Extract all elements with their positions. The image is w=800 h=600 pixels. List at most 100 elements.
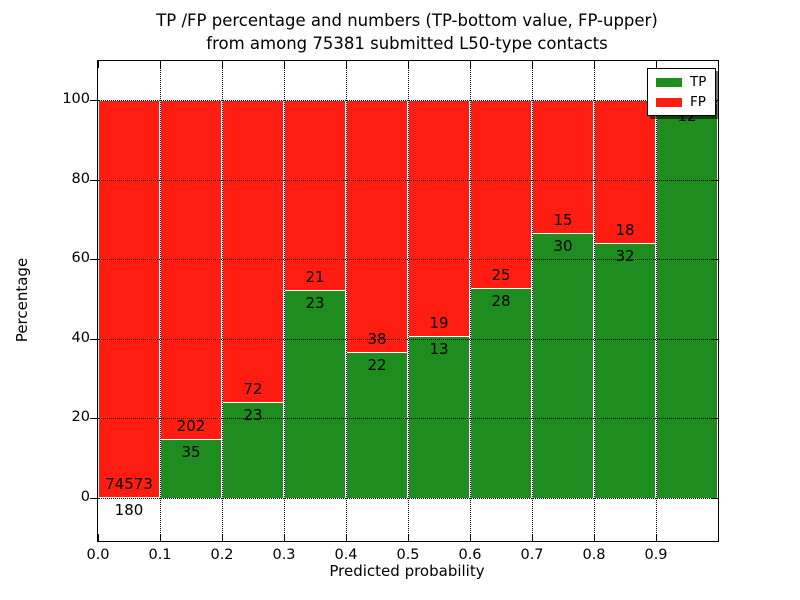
y-tick-mark xyxy=(90,259,97,261)
y-tick-mark xyxy=(711,338,718,340)
x-tick-mark xyxy=(532,61,533,68)
tp-count-label: 30 xyxy=(553,236,573,255)
fp-count-label: 25 xyxy=(491,265,511,284)
tp-count-label: 23 xyxy=(305,293,325,312)
x-tick-mark xyxy=(284,61,285,68)
x-tick-mark xyxy=(408,534,409,541)
x-tick-mark xyxy=(222,534,223,541)
y-tick-label: 20 xyxy=(71,409,90,426)
x-tick-label: 0.3 xyxy=(272,547,296,563)
y-tick-label: 40 xyxy=(71,329,90,346)
fp-count-label: 72 xyxy=(243,379,263,398)
bar-fp-segment xyxy=(470,100,532,288)
legend-row-fp: FP xyxy=(656,95,706,109)
y-tick-mark xyxy=(90,100,97,101)
bar-tp-segment xyxy=(470,287,532,498)
legend-row-tp: TP xyxy=(656,75,706,89)
x-tick-label: 0.0 xyxy=(86,547,110,563)
x-axis-label: Predicted probability xyxy=(329,562,485,580)
bar-tp-segment xyxy=(284,289,346,498)
bar-fp-segment xyxy=(346,100,408,353)
bar-fp-segment xyxy=(284,100,346,290)
tp-count-label: 22 xyxy=(367,356,387,375)
x-gridline xyxy=(656,61,657,541)
x-gridline xyxy=(222,61,223,541)
x-tick-label: 0.2 xyxy=(210,547,234,563)
y-tick-mark xyxy=(90,338,97,340)
x-tick-mark xyxy=(160,61,161,68)
tp-legend-swatch xyxy=(656,77,682,87)
y-tick-mark xyxy=(90,179,97,181)
chart-title-line2: from among 75381 submitted L50-type cont… xyxy=(206,34,608,53)
x-tick-label: 0.7 xyxy=(520,547,544,563)
x-tick-mark xyxy=(656,534,657,541)
x-tick-mark xyxy=(346,61,347,68)
tp-legend-label: TP xyxy=(690,74,707,90)
y-tick-mark xyxy=(711,259,718,261)
bar-tp-segment xyxy=(98,497,160,499)
x-tick-label: 0.4 xyxy=(334,547,358,563)
bar-fp-segment xyxy=(408,100,470,337)
x-gridline xyxy=(160,61,161,541)
fp-count-label: 19 xyxy=(429,314,449,333)
x-gridline xyxy=(470,61,471,541)
bar-tp-segment xyxy=(532,232,594,498)
fp-legend-label: FP xyxy=(690,94,706,110)
x-tick-mark xyxy=(284,534,285,541)
fp-count-label: 202 xyxy=(176,417,206,436)
fp-count-label: 38 xyxy=(367,330,387,349)
x-tick-mark xyxy=(160,534,161,541)
bar-tp-segment xyxy=(594,243,656,498)
bar-tp-segment xyxy=(222,401,284,498)
x-tick-mark xyxy=(470,534,471,541)
x-tick-mark xyxy=(222,61,223,68)
chart-title-line1: TP /FP percentage and numbers (TP-bottom… xyxy=(156,11,658,30)
x-gridline xyxy=(532,61,533,541)
x-tick-mark xyxy=(98,61,99,68)
x-gridline xyxy=(346,61,347,541)
x-tick-mark xyxy=(98,534,99,541)
y-tick-label: 80 xyxy=(71,170,90,187)
x-gridline xyxy=(408,61,409,541)
legend: TP FP xyxy=(647,68,717,116)
x-tick-label: 0.6 xyxy=(458,547,482,563)
y-tick-mark xyxy=(711,498,718,499)
bar-tp-segment xyxy=(408,336,470,498)
tp-count-label: 28 xyxy=(491,291,511,310)
y-tick-mark xyxy=(90,498,97,499)
tp-count-label: 35 xyxy=(181,443,201,462)
plot-area: TP FP 74573 180 202 35 72 23 21 23 38 22 19 13 25 28 1… xyxy=(86,60,719,563)
tp-count-label: 32 xyxy=(615,247,635,266)
bar-tp-segment xyxy=(656,102,718,498)
y-tick-mark xyxy=(711,418,718,420)
fp-count-label: 18 xyxy=(615,221,635,240)
fp-legend-swatch xyxy=(656,97,682,107)
tp-count-label: 13 xyxy=(429,340,449,359)
y-tick-label: 60 xyxy=(71,250,90,267)
bar-fp-segment xyxy=(532,100,594,233)
bar-fp-segment xyxy=(160,100,222,440)
x-tick-mark xyxy=(408,61,409,68)
y-tick-label: 100 xyxy=(62,91,90,107)
y-tick-label: 0 xyxy=(80,489,90,505)
x-tick-mark xyxy=(470,61,471,68)
x-tick-label: 0.8 xyxy=(582,547,606,563)
bar-fp-segment xyxy=(222,100,284,402)
x-tick-label: 0.5 xyxy=(396,547,420,563)
x-tick-mark xyxy=(594,534,595,541)
x-tick-mark xyxy=(656,61,657,68)
y-tick-mark xyxy=(90,418,97,420)
fp-count-label: 15 xyxy=(553,210,573,229)
fp-count-label: 21 xyxy=(305,267,325,286)
y-axis-label: Percentage xyxy=(13,257,31,343)
x-tick-label: 0.9 xyxy=(644,547,668,563)
x-tick-mark xyxy=(532,534,533,541)
x-tick-mark xyxy=(594,61,595,68)
bar-fp-segment xyxy=(98,100,160,498)
x-gridline xyxy=(594,61,595,541)
x-gridline xyxy=(284,61,285,541)
tp-count-label: 23 xyxy=(243,405,263,424)
y-tick-mark xyxy=(711,179,718,181)
tp-count-label: 180 xyxy=(114,501,144,520)
